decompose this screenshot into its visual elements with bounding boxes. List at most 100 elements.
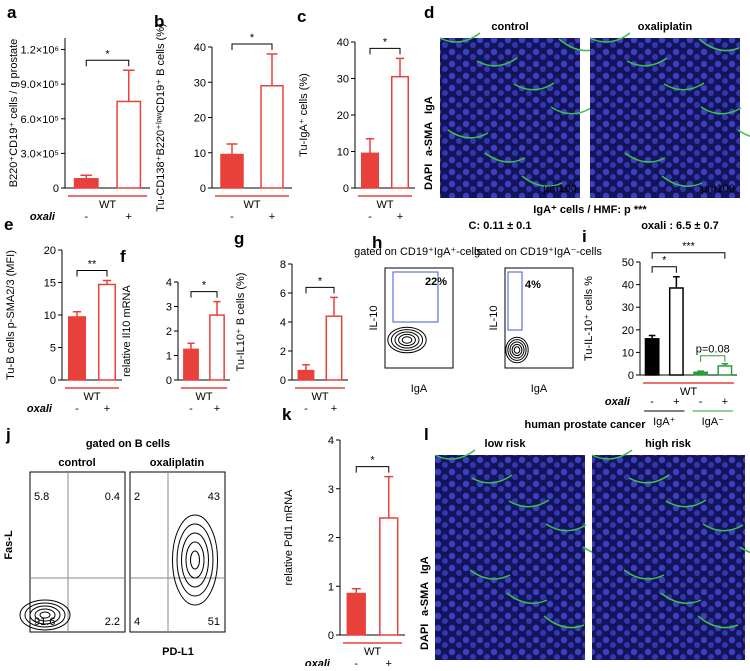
y-tick-label: 30 bbox=[622, 302, 634, 314]
y-axis-label: Tu-IL10⁺ B cells (%) bbox=[235, 273, 247, 372]
gate bbox=[392, 271, 439, 323]
x-tick-label: - bbox=[230, 211, 234, 223]
significance-bracket bbox=[231, 43, 273, 51]
y-tick-label: 20 bbox=[337, 110, 349, 122]
y-tick-label: 0 bbox=[200, 183, 206, 195]
y-tick-label: 6.0×10⁵ bbox=[20, 114, 59, 126]
panel-label: a bbox=[7, 3, 17, 22]
error-bar bbox=[673, 275, 680, 288]
y-tick-label: 2 bbox=[328, 533, 334, 545]
bar bbox=[260, 85, 284, 189]
y-tick-label: 1.2×10⁶ bbox=[21, 45, 59, 57]
axis-label: PD-L1 bbox=[162, 646, 194, 658]
y-tick-label: 30 bbox=[194, 77, 206, 89]
contour bbox=[394, 331, 420, 349]
y-tick-label: 1 bbox=[328, 581, 334, 593]
quadrant-value: 4 bbox=[134, 616, 140, 628]
stain-label: DAPI bbox=[419, 624, 431, 650]
flow-plot bbox=[504, 267, 574, 369]
significance-label: * bbox=[318, 275, 323, 287]
stain-fiber bbox=[623, 569, 665, 580]
image-title: low risk bbox=[485, 438, 527, 450]
contour bbox=[398, 333, 416, 347]
significance-bracket bbox=[85, 59, 130, 67]
error-bar bbox=[187, 342, 195, 350]
x-tick-label: + bbox=[104, 403, 110, 415]
significance-bracket bbox=[651, 252, 726, 259]
y-tick-label: 8 bbox=[280, 259, 286, 271]
stain-fiber bbox=[439, 32, 481, 43]
y-axis-label: relative Pdl1 mRNA bbox=[283, 489, 295, 586]
contour bbox=[185, 541, 205, 579]
stain-fiber bbox=[484, 152, 526, 163]
stain-fiber bbox=[702, 523, 744, 532]
x-tick-label: + bbox=[386, 658, 392, 666]
bar bbox=[361, 152, 379, 189]
error-bar bbox=[72, 311, 82, 317]
y-tick-label: 20 bbox=[194, 113, 206, 125]
significance-label: p=0.08 bbox=[696, 344, 730, 356]
y-tick-label: 0 bbox=[53, 183, 59, 195]
group-label: WT bbox=[243, 199, 260, 211]
y-tick-label: 50 bbox=[622, 257, 634, 269]
y-tick-label: 5 bbox=[50, 343, 56, 355]
significance-bracket bbox=[190, 291, 218, 298]
y-tick-label: 0 bbox=[166, 375, 172, 387]
panel-label: d bbox=[424, 3, 434, 22]
error-bar bbox=[351, 587, 361, 594]
stain-fiber bbox=[476, 57, 518, 67]
stain-fiber bbox=[545, 523, 587, 532]
contour bbox=[507, 339, 527, 361]
image-title: control bbox=[491, 21, 528, 33]
y-axis-label: B220⁺CD19⁺ cells / g prostate bbox=[8, 39, 20, 188]
panel-label: f bbox=[120, 247, 126, 266]
error-bar bbox=[102, 279, 112, 285]
x-tick-label: + bbox=[722, 396, 728, 408]
y-axis-label: Tu-IgA⁺ cells (%) bbox=[298, 73, 310, 157]
significance-bracket bbox=[76, 270, 108, 277]
bar bbox=[220, 153, 244, 189]
plot-title: human prostate cancer bbox=[524, 419, 646, 431]
stain-label: IgA bbox=[423, 96, 435, 114]
stain-fiber bbox=[469, 569, 511, 580]
error-bar bbox=[302, 364, 310, 371]
axis-label: IL-10 bbox=[488, 305, 500, 330]
axis-label: IgA bbox=[411, 383, 428, 395]
stain-fiber bbox=[739, 546, 750, 554]
scale-label: μm100 bbox=[701, 183, 735, 195]
stain-fiber bbox=[697, 615, 739, 629]
flow-plot bbox=[29, 471, 126, 633]
y-tick-label: 0 bbox=[628, 370, 634, 382]
contour bbox=[19, 599, 71, 631]
flow-plot bbox=[384, 267, 454, 369]
stain-label: a-SMA bbox=[423, 122, 435, 156]
micrograph bbox=[440, 38, 580, 198]
quadrant-value: 43 bbox=[208, 491, 220, 503]
contour bbox=[34, 608, 56, 622]
y-tick-label: 3 bbox=[166, 302, 172, 314]
y-tick-label: 10 bbox=[44, 310, 56, 322]
bar bbox=[68, 316, 86, 381]
error-bar bbox=[721, 362, 729, 366]
y-tick-label: 0 bbox=[328, 630, 334, 642]
stain-fiber bbox=[624, 152, 666, 163]
plot-title: gated on CD19⁺IgA⁻-cells bbox=[474, 246, 602, 258]
quadrant-value: 51 bbox=[208, 616, 220, 628]
error-bar bbox=[266, 53, 278, 86]
stain-fiber bbox=[700, 106, 742, 115]
significance-label: * bbox=[370, 455, 375, 467]
y-tick-label: 30 bbox=[337, 74, 349, 86]
contour bbox=[513, 346, 521, 354]
bar bbox=[391, 75, 409, 189]
subgroup-label: IgA⁺ bbox=[653, 416, 676, 428]
error-bar bbox=[226, 143, 238, 155]
axis-label: IL-10 bbox=[368, 305, 380, 330]
error-bar bbox=[365, 137, 375, 154]
contour bbox=[176, 523, 214, 597]
significance-label: * bbox=[250, 32, 255, 44]
y-tick-label: 40 bbox=[622, 280, 634, 292]
y-tick-label: 4 bbox=[166, 277, 172, 289]
x-tick-label: + bbox=[126, 211, 132, 223]
gate bbox=[507, 271, 523, 331]
